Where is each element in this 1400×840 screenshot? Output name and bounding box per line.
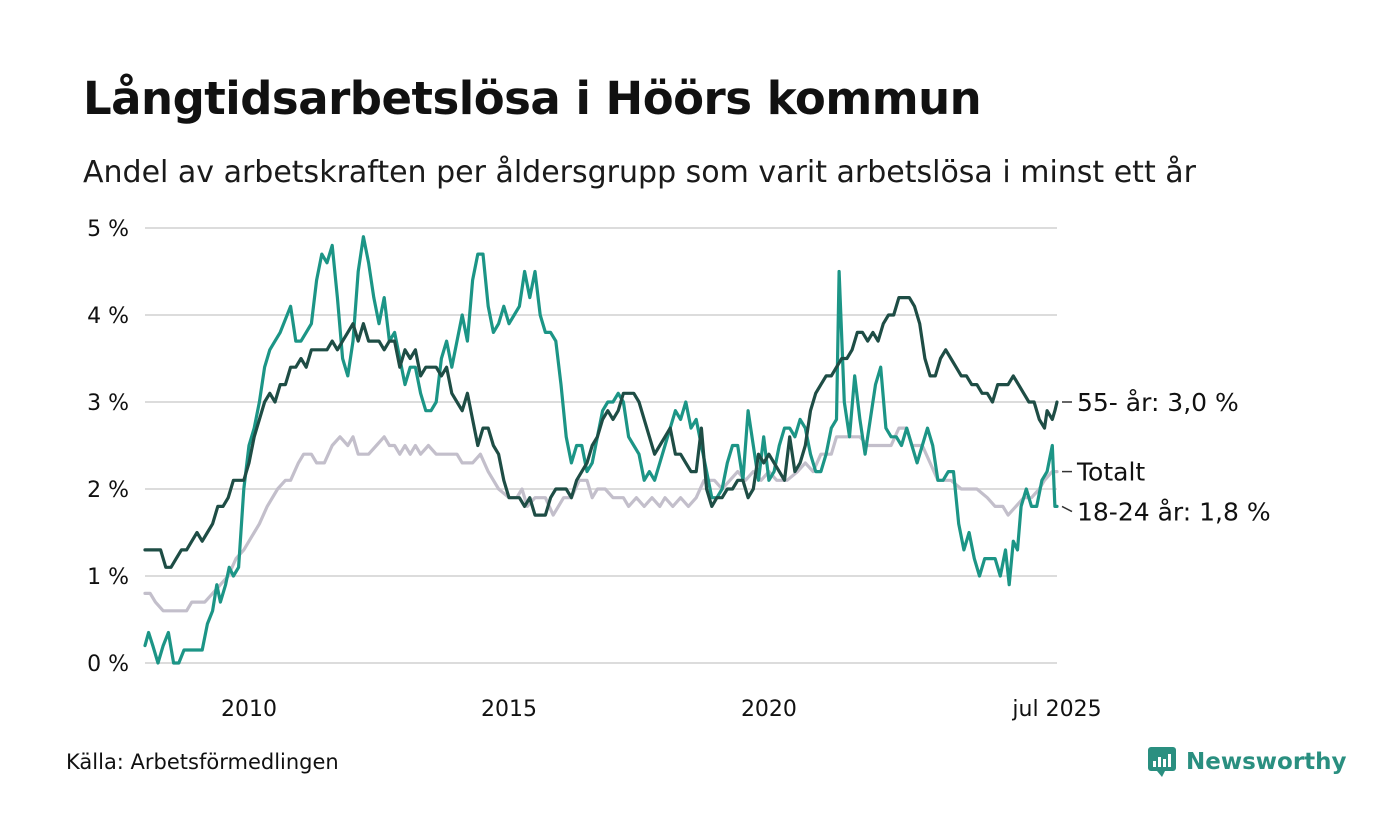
y-tick-label: 4 % [87,304,129,329]
series-lines [143,235,1059,665]
chart-title: Långtidsarbetslösa i Höörs kommun [83,72,982,125]
y-tick-label: 3 % [87,391,129,416]
end-label-age-18-24: 18-24 år: 1,8 % [1077,498,1271,527]
chart-subtitle: Andel av arbetskraften per åldersgrupp s… [83,155,1196,190]
series-line-age-18-24 [143,235,1059,665]
y-tick-label: 1 % [87,565,129,590]
x-axis-labels: 2010 2015 2020 jul 2025 [221,697,1102,722]
y-tick-label: 5 % [87,217,129,242]
end-label-leader [1061,505,1073,513]
series-line-age-55 [143,296,1059,569]
end-label-age-55: 55- år: 3,0 % [1077,388,1239,417]
brand-name: Newsworthy [1186,749,1347,775]
x-tick-label: jul 2025 [1011,697,1101,722]
y-tick-label: 0 % [87,652,129,677]
source-note: Källa: Arbetsförmedlingen [66,750,339,774]
x-tick-label: 2010 [221,697,277,722]
series-end-labels: 55- år: 3,0 % Totalt 18-24 år: 1,8 % [1061,388,1271,527]
end-label-totalt: Totalt [1076,458,1145,487]
x-tick-label: 2015 [481,697,537,722]
y-axis-labels: 0 % 1 % 2 % 3 % 4 % 5 % [87,217,129,677]
y-tick-label: 2 % [87,478,129,503]
x-tick-label: 2020 [741,697,797,722]
newsworthy-chart-logo-icon [1148,747,1176,777]
brand[interactable]: Newsworthy [1148,744,1347,780]
